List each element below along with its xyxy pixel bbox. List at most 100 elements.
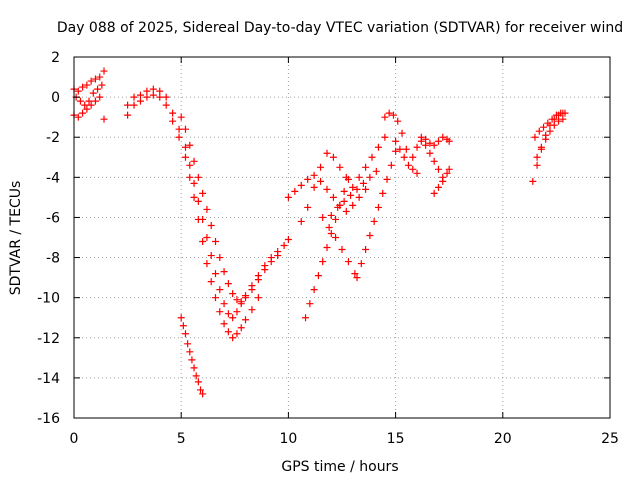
data-point [357,260,365,268]
data-point [156,93,164,101]
data-point [314,272,322,280]
data-point [404,161,412,169]
plot-frame [73,56,611,419]
data-point [334,203,342,211]
data-point [383,175,391,183]
series-late-2 [392,137,421,177]
x-tick-label: 20 [494,431,512,447]
data-point [430,141,438,149]
data-point [546,127,554,135]
data-point [136,97,144,105]
data-point [229,290,237,298]
y-tick-label: -16 [37,411,60,427]
data-point [332,234,340,241]
data-point [248,306,256,314]
series-mid-fall [302,175,352,322]
data-point [169,117,177,125]
data-point [237,298,245,306]
data-point [177,314,185,322]
data-point [329,153,337,161]
data-point [149,91,157,99]
data-point [347,191,355,199]
series-early-1 [70,67,108,95]
data-point [385,109,393,117]
data-point [175,125,183,133]
data-point [233,308,241,316]
data-point [317,163,325,171]
data-point [540,123,548,131]
data-point [196,386,204,394]
data-point [254,294,262,302]
data-point [434,183,442,191]
x-tick-label: 0 [70,431,79,447]
data-point [162,93,170,101]
data-point [98,81,106,89]
data-point [434,137,442,145]
data-point [199,390,207,398]
data-point [216,286,224,294]
data-point [323,149,331,157]
data-point [233,330,241,338]
data-point [143,93,151,101]
y-tick-label: 0 [51,90,60,106]
data-point [310,286,318,294]
data-point [392,137,400,145]
x-tick-label: 25 [601,431,619,447]
series-steep-drop [177,314,207,398]
data-point [381,113,389,121]
data-point [284,193,292,201]
data-point [362,163,370,171]
data-point [89,89,97,97]
y-tick-label: 2 [51,50,60,66]
data-point [544,119,552,127]
data-point [426,139,434,147]
x-tick-label: 5 [177,431,186,447]
data-point [542,135,550,143]
data-point [194,173,202,181]
data-point [389,111,397,119]
data-point [156,87,164,95]
data-point [188,356,196,364]
data-point [533,153,541,161]
data-point [529,177,537,185]
data-point [297,217,305,225]
data-point [402,145,410,153]
series-late-3 [409,137,447,181]
data-point [537,143,545,151]
data-point [224,280,232,288]
y-tick-label: -2 [46,130,60,146]
series-late-4 [417,133,453,149]
data-point [396,145,404,153]
data-point [374,143,382,151]
data-point [175,133,183,141]
data-point [181,153,189,161]
data-point [355,173,363,181]
data-point [194,215,202,223]
data-point [327,229,335,237]
data-point [392,147,400,155]
series-arc-lower [124,91,262,342]
data-point [207,252,215,260]
data-point [224,310,232,318]
data-point [124,111,132,119]
data-point [372,167,380,175]
x-tick-label: 10 [279,431,297,447]
y-tick-label: -14 [37,371,60,387]
data-point [203,234,211,241]
data-point [359,179,367,187]
data-point [186,348,194,356]
data-point [220,268,228,276]
data-point [85,97,93,105]
x-axis-label: GPS time / hours [281,459,398,475]
data-point [398,129,406,137]
chart-title: Day 088 of 2025, Sidereal Day-to-day VTE… [57,20,623,36]
data-point [344,175,352,183]
data-point [212,270,220,278]
data-point [325,223,333,231]
series-morning-3 [533,115,567,161]
data-point [169,109,177,117]
data-point [83,105,91,113]
data-point [306,300,314,308]
data-point [96,73,104,81]
